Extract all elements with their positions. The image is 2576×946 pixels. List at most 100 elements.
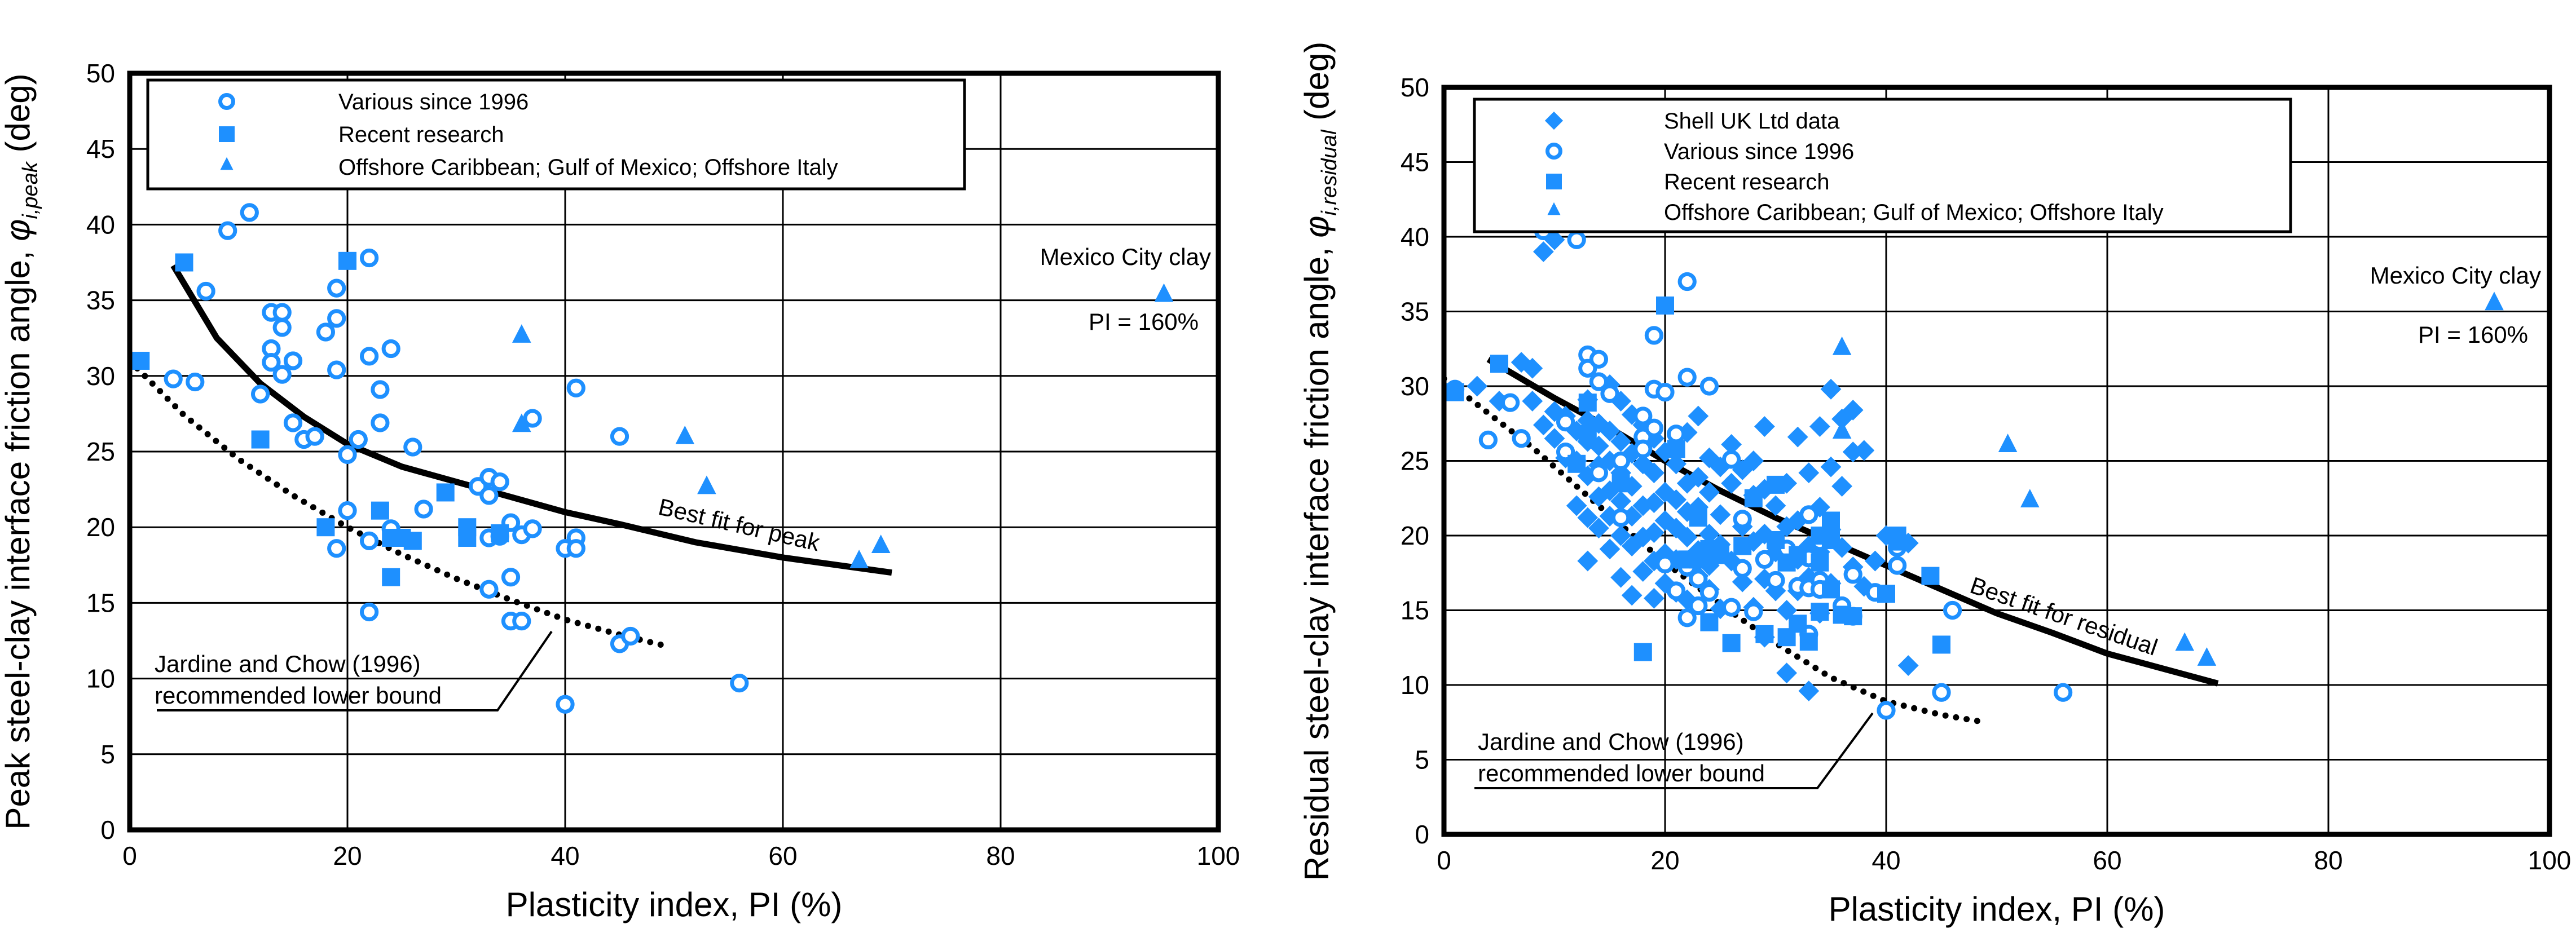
series-filled-square — [1446, 296, 1950, 661]
y-tick-label: 5 — [1415, 745, 1429, 775]
data-point-filled-square — [1811, 603, 1829, 621]
data-point-filled-diamond — [1699, 481, 1720, 503]
data-point-filled-diamond — [1897, 655, 1919, 676]
y-tick-label: 0 — [100, 815, 115, 845]
data-point-open-circle — [250, 384, 270, 404]
data-point-open-circle — [327, 360, 346, 379]
plot-frame — [1441, 85, 2552, 837]
data-point-open-circle — [490, 472, 509, 492]
y-axis-label-subscript: i,residual — [1318, 129, 1341, 216]
data-point-open-circle — [1666, 425, 1686, 444]
data-point-filled-square — [1932, 635, 1950, 654]
data-point-open-circle — [1633, 439, 1653, 458]
mexico-city-annotation: Mexico City clay — [2370, 262, 2541, 289]
data-point-open-circle — [1589, 372, 1609, 391]
data-point-filled-diamond — [1644, 462, 1665, 484]
data-point-filled-square — [1633, 643, 1652, 661]
series-filled-triangle — [1832, 291, 2504, 666]
data-point-filled-square — [175, 253, 193, 272]
series-open-circle — [164, 203, 749, 714]
y-axis-label-unit: (deg) — [0, 73, 37, 162]
data-point-open-circle — [1556, 412, 1575, 432]
data-point-open-circle — [610, 427, 629, 446]
y-axis-label-unit: (deg) — [1298, 42, 1336, 130]
legend-marker-open-circle — [1545, 143, 1562, 160]
data-point-open-circle — [1689, 569, 1708, 589]
data-point-filled-square — [1744, 489, 1763, 507]
data-point-filled-diamond — [1865, 550, 1886, 572]
data-point-filled-diamond — [1676, 472, 1698, 494]
data-point-filled-square — [1888, 532, 1906, 551]
y-tick-label: 10 — [86, 664, 115, 693]
y-tick-label: 15 — [1401, 596, 1429, 625]
data-point-open-circle — [327, 279, 346, 298]
data-point-filled-diamond — [1754, 416, 1775, 437]
y-axis-label-subscript: i,peak — [19, 161, 42, 219]
data-point-filled-diamond — [1798, 567, 1820, 588]
lower-bound-annotation: Jardine and Chow (1996) — [1478, 728, 1744, 755]
y-tick-label: 35 — [86, 286, 115, 315]
mexico-city-annotation: PI = 160% — [2418, 321, 2528, 348]
data-point-filled-square — [1877, 585, 1895, 603]
data-point-filled-square — [1446, 383, 1464, 401]
legend-marker-filled-square — [219, 126, 235, 142]
data-point-filled-square — [1733, 537, 1752, 555]
data-point-open-circle — [1932, 683, 1951, 702]
data-point-filled-square — [251, 430, 270, 449]
data-point-open-circle — [1733, 559, 1752, 578]
data-point-filled-diamond — [1621, 404, 1643, 425]
data-point-open-circle — [327, 309, 346, 328]
data-point-open-circle — [566, 378, 585, 397]
data-point-filled-triangle — [512, 324, 531, 343]
series-filled-diamond — [1467, 229, 1919, 701]
x-axis-label: Plasticity index, PI (%) — [506, 886, 843, 923]
data-point-filled-square — [371, 501, 389, 520]
data-point-filled-square — [1789, 546, 1807, 564]
data-point-open-circle — [1799, 505, 1818, 524]
data-point-open-circle — [272, 303, 292, 322]
data-point-open-circle — [1644, 326, 1664, 345]
data-point-filled-diamond — [1610, 525, 1631, 546]
data-point-filled-diamond — [1688, 467, 1709, 488]
legend-marker-filled-triangle — [220, 157, 234, 170]
x-tick-label: 0 — [122, 841, 137, 870]
data-point-open-circle — [1677, 368, 1697, 387]
legend-marker-filled-square — [1546, 174, 1562, 189]
y-tick-label: 15 — [86, 588, 115, 617]
data-point-filled-square — [338, 251, 356, 270]
data-point-filled-diamond — [1566, 495, 1587, 516]
data-point-open-circle — [479, 580, 499, 599]
data-point-open-circle — [566, 539, 585, 558]
data-point-open-circle — [523, 409, 542, 428]
data-point-filled-diamond — [1776, 472, 1797, 494]
y-tick-label: 50 — [1401, 73, 1429, 102]
y-tick-label: 45 — [1401, 148, 1429, 177]
data-point-open-circle — [240, 203, 259, 222]
data-point-open-circle — [1677, 272, 1697, 291]
data-point-open-circle — [262, 353, 281, 372]
data-point-filled-triangle — [2020, 489, 2040, 507]
data-point-filled-diamond — [1644, 492, 1665, 514]
legend-label: Various since 1996 — [1664, 139, 1854, 164]
data-point-open-circle — [371, 413, 390, 432]
x-tick-label: 40 — [551, 841, 579, 870]
data-point-open-circle — [1478, 430, 1498, 450]
data-point-filled-square — [1822, 580, 1840, 599]
data-point-filled-square — [1755, 625, 1774, 643]
data-point-filled-diamond — [1577, 507, 1599, 528]
data-point-filled-square — [1689, 509, 1707, 527]
data-point-filled-diamond — [1610, 391, 1631, 412]
y-tick-label: 0 — [1415, 820, 1429, 849]
data-point-open-circle — [164, 369, 183, 388]
y-tick-label: 40 — [86, 210, 115, 239]
legend-marker-filled-diamond — [1544, 111, 1564, 130]
data-point-open-circle — [272, 318, 292, 337]
data-point-open-circle — [186, 372, 205, 392]
data-point-open-circle — [2053, 683, 2073, 702]
data-point-filled-diamond — [1776, 662, 1797, 684]
data-point-filled-square — [1811, 553, 1829, 572]
lower-bound-leader-line — [1474, 712, 1874, 789]
x-tick-label: 0 — [1437, 846, 1451, 875]
legend-marker-filled-triangle — [1547, 202, 1561, 215]
data-point-open-circle — [359, 347, 379, 366]
